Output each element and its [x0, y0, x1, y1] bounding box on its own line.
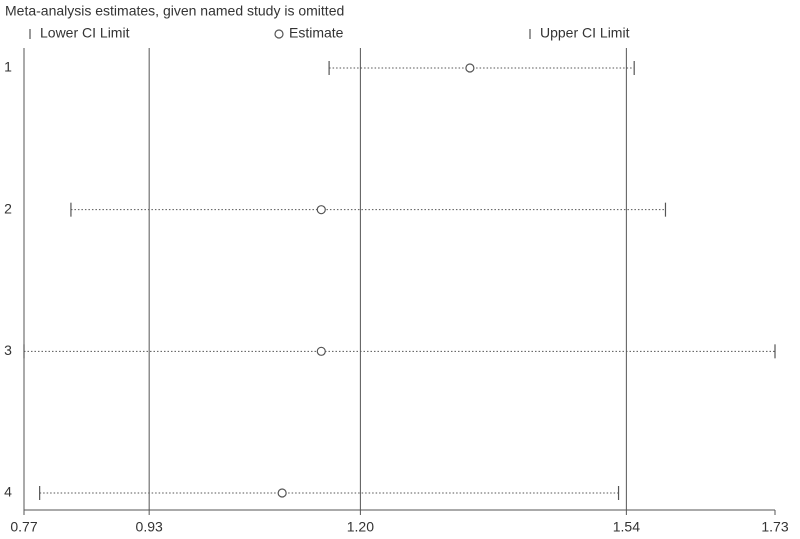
x-tick-label: 0.77: [10, 519, 37, 535]
x-tick-label: 1.73: [761, 519, 788, 535]
y-tick-label: 1: [4, 59, 12, 75]
estimate: [316, 346, 326, 356]
y-tick-label: 3: [4, 342, 12, 358]
legend-label: Estimate: [289, 25, 344, 41]
y-tick-label: 2: [4, 200, 12, 216]
legend-label: Lower CI Limit: [40, 25, 130, 41]
x-tick-label: 1.54: [613, 519, 640, 535]
chart-title: Meta-analysis estimates, given named stu…: [5, 3, 344, 19]
x-tick-label: 0.93: [136, 519, 163, 535]
x-tick-label: 1.20: [347, 519, 374, 535]
legend-symbol: [274, 29, 284, 39]
y-tick-label: 4: [4, 484, 12, 500]
legend-label: Upper CI Limit: [540, 25, 630, 41]
estimate: [316, 205, 326, 215]
estimate: [465, 63, 475, 73]
estimate: [277, 488, 287, 498]
